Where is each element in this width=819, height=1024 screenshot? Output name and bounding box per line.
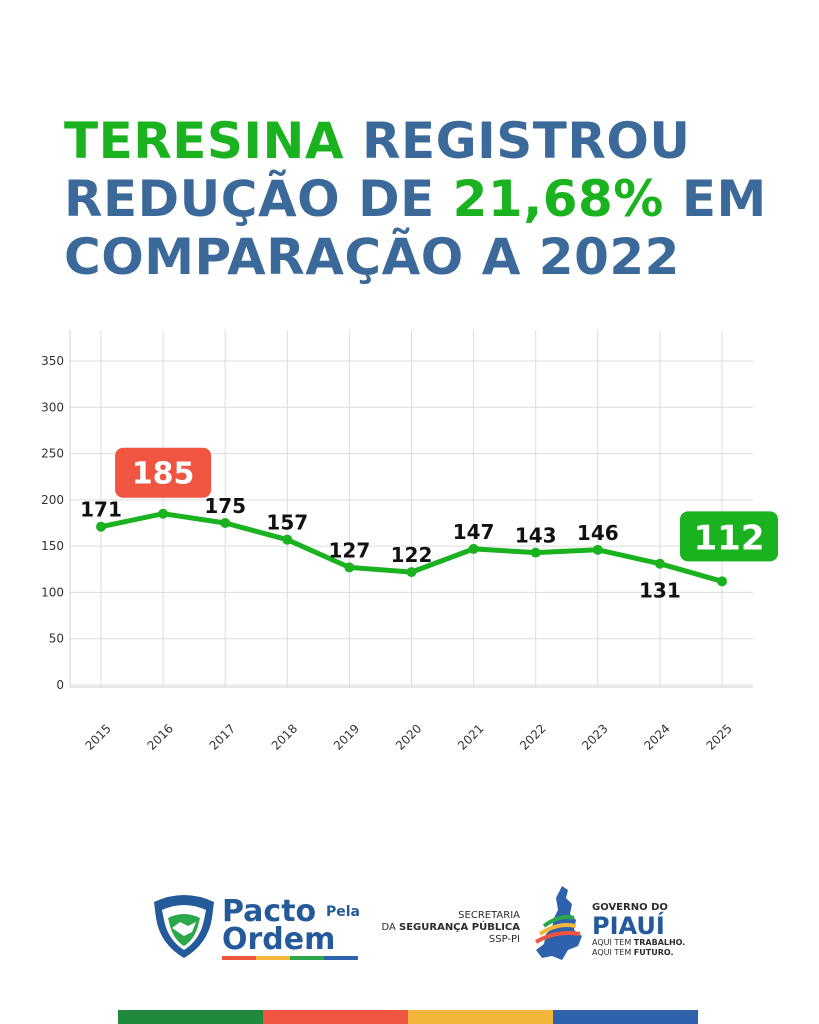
data-label: 122 bbox=[391, 543, 433, 567]
ssp-line-2: DA SEGURANÇA PÚBLICA bbox=[381, 922, 520, 933]
ssp-line-1: SECRETARIA bbox=[458, 910, 520, 921]
data-point bbox=[282, 534, 293, 545]
bar-segment-green bbox=[118, 1010, 263, 1024]
y-axis-ticks: 0 50 100 150 200 250 300 350 bbox=[41, 354, 64, 692]
data-point bbox=[530, 547, 541, 558]
data-point bbox=[344, 562, 355, 573]
bar-segment-red bbox=[263, 1010, 408, 1024]
data-point bbox=[717, 576, 727, 587]
headline-percent: 21,68% bbox=[452, 170, 664, 228]
pacto-shield-icon bbox=[154, 895, 214, 958]
x-tick-label: 2016 bbox=[145, 721, 176, 752]
pela-word: Pela bbox=[326, 904, 361, 920]
headline-line-2-start: REDUÇÃO DE bbox=[64, 170, 453, 228]
x-tick-label: 2015 bbox=[82, 721, 113, 752]
pacto-word: Pacto bbox=[222, 894, 317, 929]
data-label: 131 bbox=[639, 579, 681, 603]
data-label: 171 bbox=[80, 498, 122, 522]
headline-line-2: REDUÇÃO DE 21,68% EM bbox=[64, 170, 804, 228]
x-tick-label: 2024 bbox=[641, 721, 672, 752]
y-tick-label: 250 bbox=[41, 447, 64, 461]
x-tick-label: 2018 bbox=[269, 721, 300, 752]
x-tick-label: 2021 bbox=[455, 721, 486, 752]
headline-line-1: TERESINA REGISTROU bbox=[64, 112, 804, 170]
data-point bbox=[468, 543, 479, 554]
bar-segment-blue bbox=[553, 1010, 698, 1024]
x-tick-label: 2022 bbox=[517, 721, 548, 752]
data-labels: 171 185 175 157 127 122 147 143 146 131 112 bbox=[80, 447, 778, 603]
gov-line-1: GOVERNO DO bbox=[592, 902, 668, 913]
y-tick-label: 300 bbox=[41, 400, 64, 414]
headline: TERESINA REGISTROU REDUÇÃO DE 21,68% EM … bbox=[64, 112, 804, 286]
data-label: 143 bbox=[515, 524, 557, 548]
max-value-label: 185 bbox=[132, 457, 195, 492]
footer-logos: Pacto Pela Ordem SECRETARIA DA SEGURANÇA… bbox=[0, 870, 819, 980]
gov-line-3: AQUI TEM TRABALHO. bbox=[592, 938, 686, 947]
last-value-badge bbox=[680, 511, 778, 562]
headline-city: TERESINA bbox=[64, 112, 345, 170]
bottom-color-bar bbox=[118, 1010, 698, 1024]
max-value-badge bbox=[115, 447, 212, 498]
x-tick-label: 2025 bbox=[703, 721, 734, 752]
data-label: 175 bbox=[204, 494, 246, 518]
x-tick-label: 2017 bbox=[207, 721, 238, 752]
gov-line-2: PIAUÍ bbox=[592, 912, 665, 940]
piaui-map-icon bbox=[534, 886, 582, 960]
y-tick-label: 200 bbox=[41, 493, 64, 507]
x-tick-label: 2019 bbox=[331, 721, 362, 752]
ssp-logo-text: SECRETARIA DA SEGURANÇA PÚBLICA SSP-PI bbox=[380, 910, 520, 946]
y-tick-label: 50 bbox=[49, 632, 64, 646]
headline-line-3: COMPARAÇÃO A 2022 bbox=[64, 228, 680, 286]
ordem-word: Ordem bbox=[222, 922, 336, 957]
y-tick-label: 150 bbox=[41, 539, 64, 553]
y-tick-label: 350 bbox=[41, 354, 64, 368]
data-points bbox=[96, 508, 727, 587]
gov-line-4: AQUI TEM FUTURO. bbox=[592, 948, 674, 957]
ssp-line-3: SSP-PI bbox=[488, 934, 520, 945]
y-tick-label: 100 bbox=[41, 585, 64, 599]
data-point bbox=[654, 558, 665, 569]
x-axis-ticks: 2015 2016 2017 2018 2019 2020 2021 2022 2023 2024… bbox=[82, 721, 734, 752]
data-label: 157 bbox=[266, 511, 308, 535]
headline-line-2-end: EM bbox=[663, 170, 767, 228]
data-point bbox=[158, 508, 169, 519]
y-tick-label: 0 bbox=[56, 678, 64, 692]
data-label: 127 bbox=[329, 538, 371, 562]
data-point bbox=[406, 567, 417, 578]
bar-segment-yellow bbox=[408, 1010, 553, 1024]
data-point bbox=[96, 521, 106, 532]
chart-grid bbox=[69, 330, 753, 688]
data-point bbox=[592, 544, 603, 555]
last-value-label: 112 bbox=[694, 518, 765, 558]
data-label: 147 bbox=[453, 520, 495, 544]
pacto-color-stripe bbox=[222, 956, 358, 960]
data-label: 146 bbox=[577, 521, 619, 545]
x-tick-label: 2023 bbox=[579, 721, 610, 752]
headline-line-1-rest: REGISTROU bbox=[344, 112, 691, 170]
data-point bbox=[220, 518, 231, 528]
x-tick-label: 2020 bbox=[393, 721, 424, 752]
